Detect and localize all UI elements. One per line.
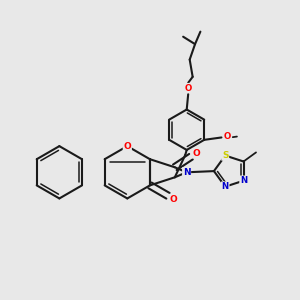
Text: O: O [224, 132, 231, 141]
Text: O: O [184, 84, 192, 93]
Text: O: O [123, 142, 131, 151]
Text: O: O [193, 148, 200, 158]
Text: S: S [222, 151, 229, 160]
Text: N: N [240, 176, 247, 185]
Text: N: N [183, 168, 190, 177]
Text: O: O [170, 194, 178, 203]
Text: N: N [222, 182, 229, 191]
